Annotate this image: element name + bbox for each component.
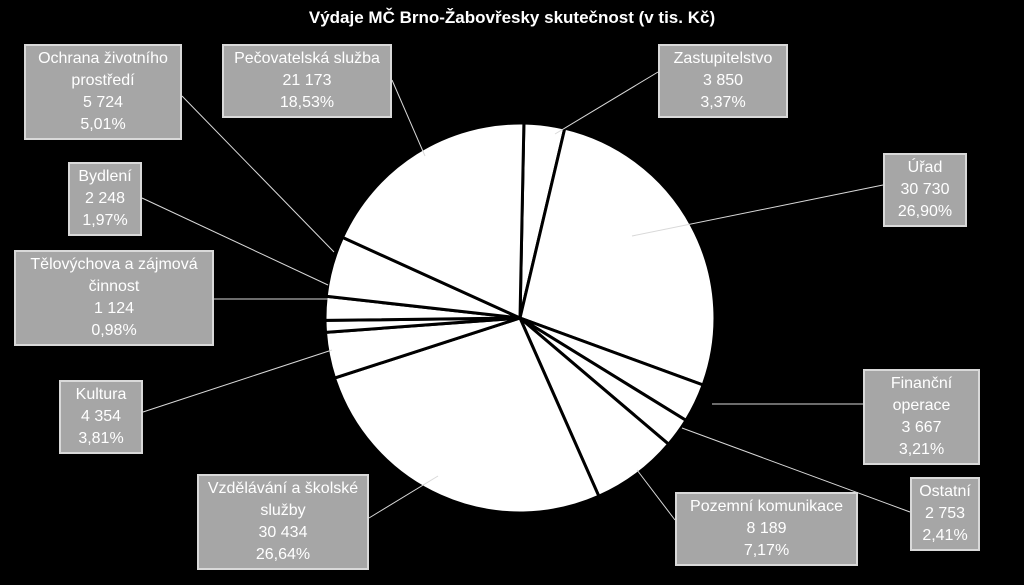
data-label: Úřad 30 730 26,90% xyxy=(883,153,967,227)
data-label: Kultura 4 354 3,81% xyxy=(59,380,143,454)
data-label-value: 2 753 xyxy=(924,505,966,522)
data-label-percent: 3,81% xyxy=(78,430,124,447)
data-label-percent: 7,17% xyxy=(743,542,790,559)
leader-line xyxy=(391,79,426,157)
data-label-name: Vzdělávání a školské služby xyxy=(207,480,359,519)
data-label: Ostatní 2 753 2,41% xyxy=(910,477,980,551)
data-label: Pečovatelská služba 21 173 18,53% xyxy=(222,44,392,118)
data-label-name: Kultura xyxy=(75,386,127,403)
leader-line xyxy=(141,197,329,286)
data-label-name: Ostatní xyxy=(919,483,971,500)
leader-line xyxy=(554,71,659,135)
leader-line xyxy=(368,475,439,519)
data-label: Pozemní komunikace 8 189 7,17% xyxy=(675,492,858,566)
data-label-percent: 26,90% xyxy=(897,203,953,220)
data-label-value: 8 189 xyxy=(746,520,787,537)
data-label-value: 1 124 xyxy=(93,300,135,317)
data-label-name: Ochrana životního prostředí xyxy=(38,50,168,89)
data-label-percent: 3,21% xyxy=(898,441,945,458)
leader-line xyxy=(181,95,335,253)
leader-lines xyxy=(141,71,911,521)
data-label-name: Finanční operace xyxy=(890,375,953,414)
data-label-name: Tělovýchova a zájmová činnost xyxy=(30,256,198,295)
data-label-name: Pozemní komunikace xyxy=(690,498,843,515)
data-label-percent: 5,01% xyxy=(80,116,126,133)
data-label-value: 30 730 xyxy=(900,181,950,198)
pie-slice-pe-ovatelsk-slu-ba xyxy=(340,121,526,321)
pie-slice--ad xyxy=(518,126,717,387)
data-label-name: Pečovatelská služba xyxy=(234,50,380,67)
data-label: Finanční operace 3 667 3,21% xyxy=(863,369,980,465)
data-label: Tělovýchova a zájmová činnost 1 124 0,98% xyxy=(14,250,214,346)
data-label-percent: 18,53% xyxy=(279,94,335,111)
data-label: Bydlení 2 248 1,97% xyxy=(68,162,142,236)
data-label-value: 3 667 xyxy=(901,419,942,436)
data-label: Vzdělávání a školské služby 30 434 26,64% xyxy=(197,474,369,570)
data-label-value: 4 354 xyxy=(80,408,122,425)
data-label-percent: 0,98% xyxy=(91,322,137,339)
data-label-value: 21 173 xyxy=(282,72,332,89)
data-label-percent: 26,64% xyxy=(255,546,311,563)
chart-title: Výdaje MČ Brno-Žabovřesky skutečnost (v … xyxy=(308,8,716,27)
data-label-value: 30 434 xyxy=(258,524,308,541)
pie-slice-vzd-l-v-n-a-kolsk-slu-by xyxy=(332,316,601,515)
data-label: Ochrana životního prostředí 5 724 5,01% xyxy=(24,44,182,140)
data-label-percent: 1,97% xyxy=(82,212,128,229)
data-label-value: 3 850 xyxy=(702,72,744,89)
data-label: Zastupitelstvo 3 850 3,37% xyxy=(658,44,788,118)
data-label-name: Úřad xyxy=(907,159,943,176)
leader-line xyxy=(681,427,911,513)
data-label-name: Bydlení xyxy=(78,168,132,185)
leader-line xyxy=(142,349,333,413)
leader-line xyxy=(636,469,676,521)
data-label-name: Zastupitelstvo xyxy=(673,50,773,67)
leader-line xyxy=(631,184,884,237)
data-label-value: 5 724 xyxy=(82,94,124,111)
data-label-percent: 2,41% xyxy=(922,527,968,544)
data-label-percent: 3,37% xyxy=(700,94,746,111)
data-label-value: 2 248 xyxy=(84,190,126,207)
